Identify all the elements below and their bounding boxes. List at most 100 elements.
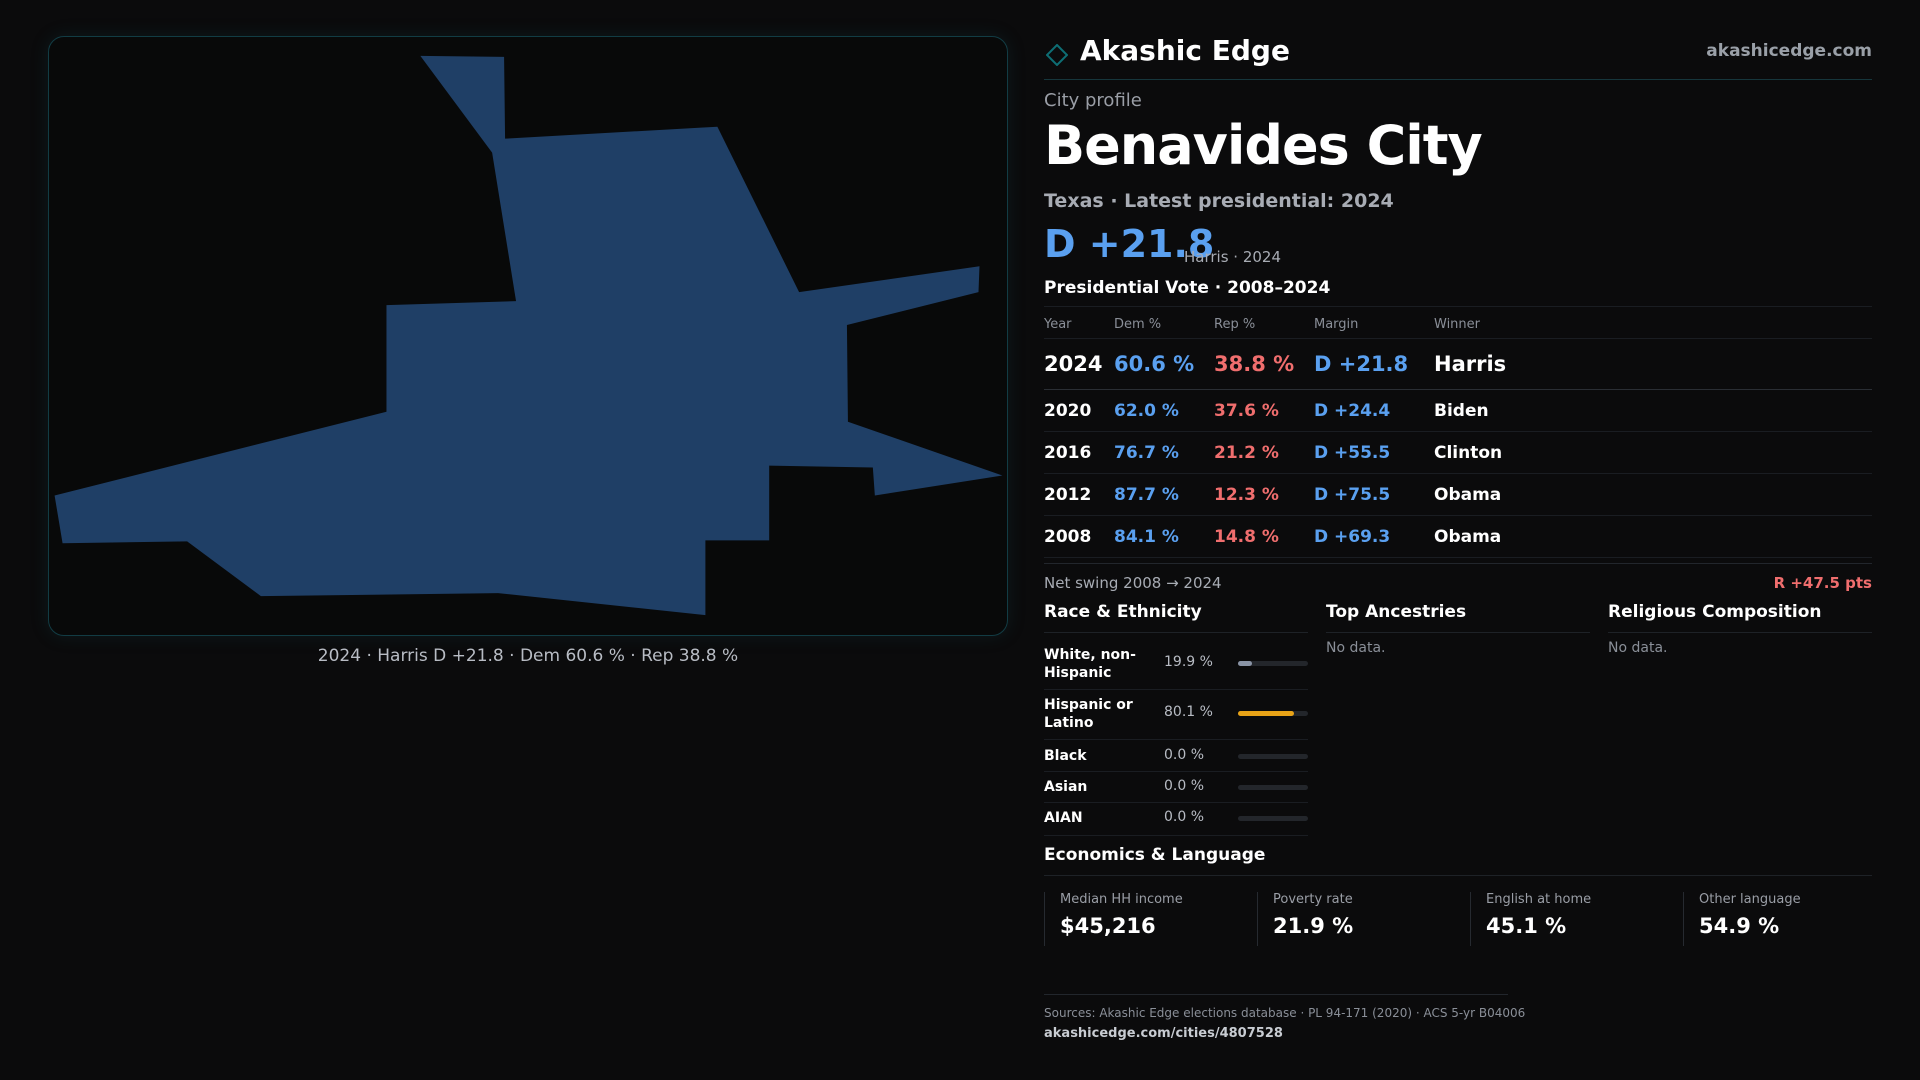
cell-winner: Biden (1434, 401, 1489, 421)
cell-dem: 84.1 % (1114, 527, 1179, 547)
race-label: AIAN (1044, 810, 1083, 826)
cell-year: 2016 (1044, 443, 1092, 463)
ancestries-empty: No data. (1326, 640, 1386, 656)
race-bar-track (1238, 785, 1308, 790)
header-margin: Margin (1314, 317, 1359, 332)
cell-rep: 37.6 % (1214, 401, 1279, 421)
econ-label: Other language (1699, 892, 1801, 907)
net-swing-label: Net swing 2008 → 2024 (1044, 574, 1222, 592)
cell-margin: D +55.5 (1314, 443, 1391, 463)
race-row: AIAN 0.0 % (1044, 804, 1308, 836)
brand-name[interactable]: Akashic Edge (1080, 34, 1290, 67)
brand-url-link[interactable]: akashicedge.com (1706, 41, 1872, 61)
footer-rule (1044, 994, 1508, 995)
profile-kicker: City profile (1044, 90, 1142, 111)
city-boundary-map (54, 55, 1003, 616)
map-caption: 2024 · Harris D +21.8 · Dem 60.6 % · Rep… (317, 646, 739, 666)
presidential-vote-title: Presidential Vote · 2008–2024 (1044, 278, 1331, 298)
header-dem: Dem % (1114, 317, 1162, 332)
cell-rep: 14.8 % (1214, 527, 1279, 547)
race-bar-fill (1238, 711, 1295, 716)
econ-value: 54.9 % (1699, 914, 1780, 938)
econ-label: Poverty rate (1273, 892, 1353, 907)
race-label: Black (1044, 748, 1087, 764)
cell-dem: 76.7 % (1114, 443, 1179, 463)
ancestries-section-title: Top Ancestries (1326, 602, 1467, 622)
race-row: White, non-Hispanic 19.9 % (1044, 642, 1308, 690)
cell-margin: D +24.4 (1314, 401, 1391, 421)
race-pct: 80.1 % (1164, 704, 1213, 720)
race-label: White, non-Hispanic (1044, 647, 1136, 681)
race-bar-fill (1238, 661, 1252, 666)
race-pct: 0.0 % (1164, 778, 1205, 794)
cell-margin: D +75.5 (1314, 485, 1391, 505)
header-rep: Rep % (1214, 317, 1256, 332)
cell-rep: 12.3 % (1214, 485, 1279, 505)
brand-header: Akashic Edge akashicedge.com (1044, 28, 1872, 80)
economics-section-title: Economics & Language (1044, 845, 1266, 865)
econ-stat-english: English at home 45.1 % (1470, 892, 1683, 946)
table-row: 2008 84.1 % 14.8 % D +69.3 Obama (1044, 516, 1872, 558)
net-swing-value: R +47.5 pts (1773, 574, 1872, 592)
header-winner: Winner (1434, 317, 1481, 332)
footer-url-link[interactable]: akashicedge.com/cities/4807528 (1044, 1026, 1283, 1041)
economics-section-rule (1044, 875, 1872, 876)
city-map[interactable] (48, 36, 1008, 636)
econ-stat-income: Median HH income $45,216 (1044, 892, 1257, 946)
econ-stat-poverty: Poverty rate 21.9 % (1257, 892, 1470, 946)
race-bar-track (1238, 754, 1308, 759)
race-row: Asian 0.0 % (1044, 773, 1308, 803)
cell-rep: 21.2 % (1214, 443, 1279, 463)
latest-margin: D +21.8 (1044, 222, 1215, 266)
cell-dem: 60.6 % (1114, 352, 1195, 376)
header-year: Year (1044, 317, 1072, 332)
race-bar-track (1238, 816, 1308, 821)
race-row: Hispanic or Latino 80.1 % (1044, 692, 1308, 740)
econ-label: English at home (1486, 892, 1592, 907)
cell-winner: Obama (1434, 485, 1502, 505)
race-pct: 19.9 % (1164, 654, 1213, 670)
city-boundary-shape[interactable] (54, 55, 1003, 616)
race-label: Asian (1044, 779, 1088, 795)
ancestries-section-rule (1326, 632, 1590, 633)
footer-sources: Sources: Akashic Edge elections database… (1044, 1006, 1526, 1020)
religion-empty: No data. (1608, 640, 1668, 656)
diamond-logo-icon (1046, 44, 1068, 66)
race-row: Black 0.0 % (1044, 742, 1308, 772)
cell-year: 2024 (1044, 352, 1103, 376)
cell-rep: 38.8 % (1214, 352, 1295, 376)
cell-dem: 87.7 % (1114, 485, 1179, 505)
race-label: Hispanic or Latino (1044, 697, 1133, 731)
cell-year: 2008 (1044, 527, 1092, 547)
table-row: 2020 62.0 % 37.6 % D +24.4 Biden (1044, 390, 1872, 432)
race-bar-track (1238, 661, 1308, 666)
profile-subline: Texas · Latest presidential: 2024 (1044, 190, 1394, 212)
table-row: 2012 87.7 % 12.3 % D +75.5 Obama (1044, 474, 1872, 516)
cell-winner: Clinton (1434, 443, 1503, 463)
cell-margin: D +21.8 (1314, 352, 1409, 376)
city-profile-panel: Akashic Edge akashicedge.com City profil… (1044, 0, 1872, 1080)
net-swing-row: Net swing 2008 → 2024 R +47.5 pts (1044, 563, 1872, 595)
religion-section-rule (1608, 632, 1872, 633)
table-header-row: Year Dem % Rep % Margin Winner (1044, 307, 1872, 339)
latest-margin-note: Harris · 2024 (1184, 248, 1282, 266)
table-row: 2016 76.7 % 21.2 % D +55.5 Clinton (1044, 432, 1872, 474)
race-section-title: Race & Ethnicity (1044, 602, 1202, 622)
cell-winner: Harris (1434, 352, 1507, 376)
econ-label: Median HH income (1060, 892, 1183, 907)
econ-stat-other-language: Other language 54.9 % (1683, 892, 1896, 946)
cell-year: 2020 (1044, 401, 1092, 421)
cell-dem: 62.0 % (1114, 401, 1179, 421)
table-row: 2024 60.6 % 38.8 % D +21.8 Harris (1044, 339, 1872, 390)
econ-value: 45.1 % (1486, 914, 1567, 938)
race-pct: 0.0 % (1164, 809, 1205, 825)
race-pct: 0.0 % (1164, 747, 1205, 763)
econ-value: $45,216 (1060, 914, 1156, 938)
race-section-rule (1044, 632, 1308, 633)
presidential-vote-table: Year Dem % Rep % Margin Winner 2024 60.6… (1044, 306, 1872, 558)
cell-margin: D +69.3 (1314, 527, 1391, 547)
cell-year: 2012 (1044, 485, 1092, 505)
religion-section-title: Religious Composition (1608, 602, 1822, 622)
page-title: Benavides City (1044, 114, 1483, 177)
cell-winner: Obama (1434, 527, 1502, 547)
